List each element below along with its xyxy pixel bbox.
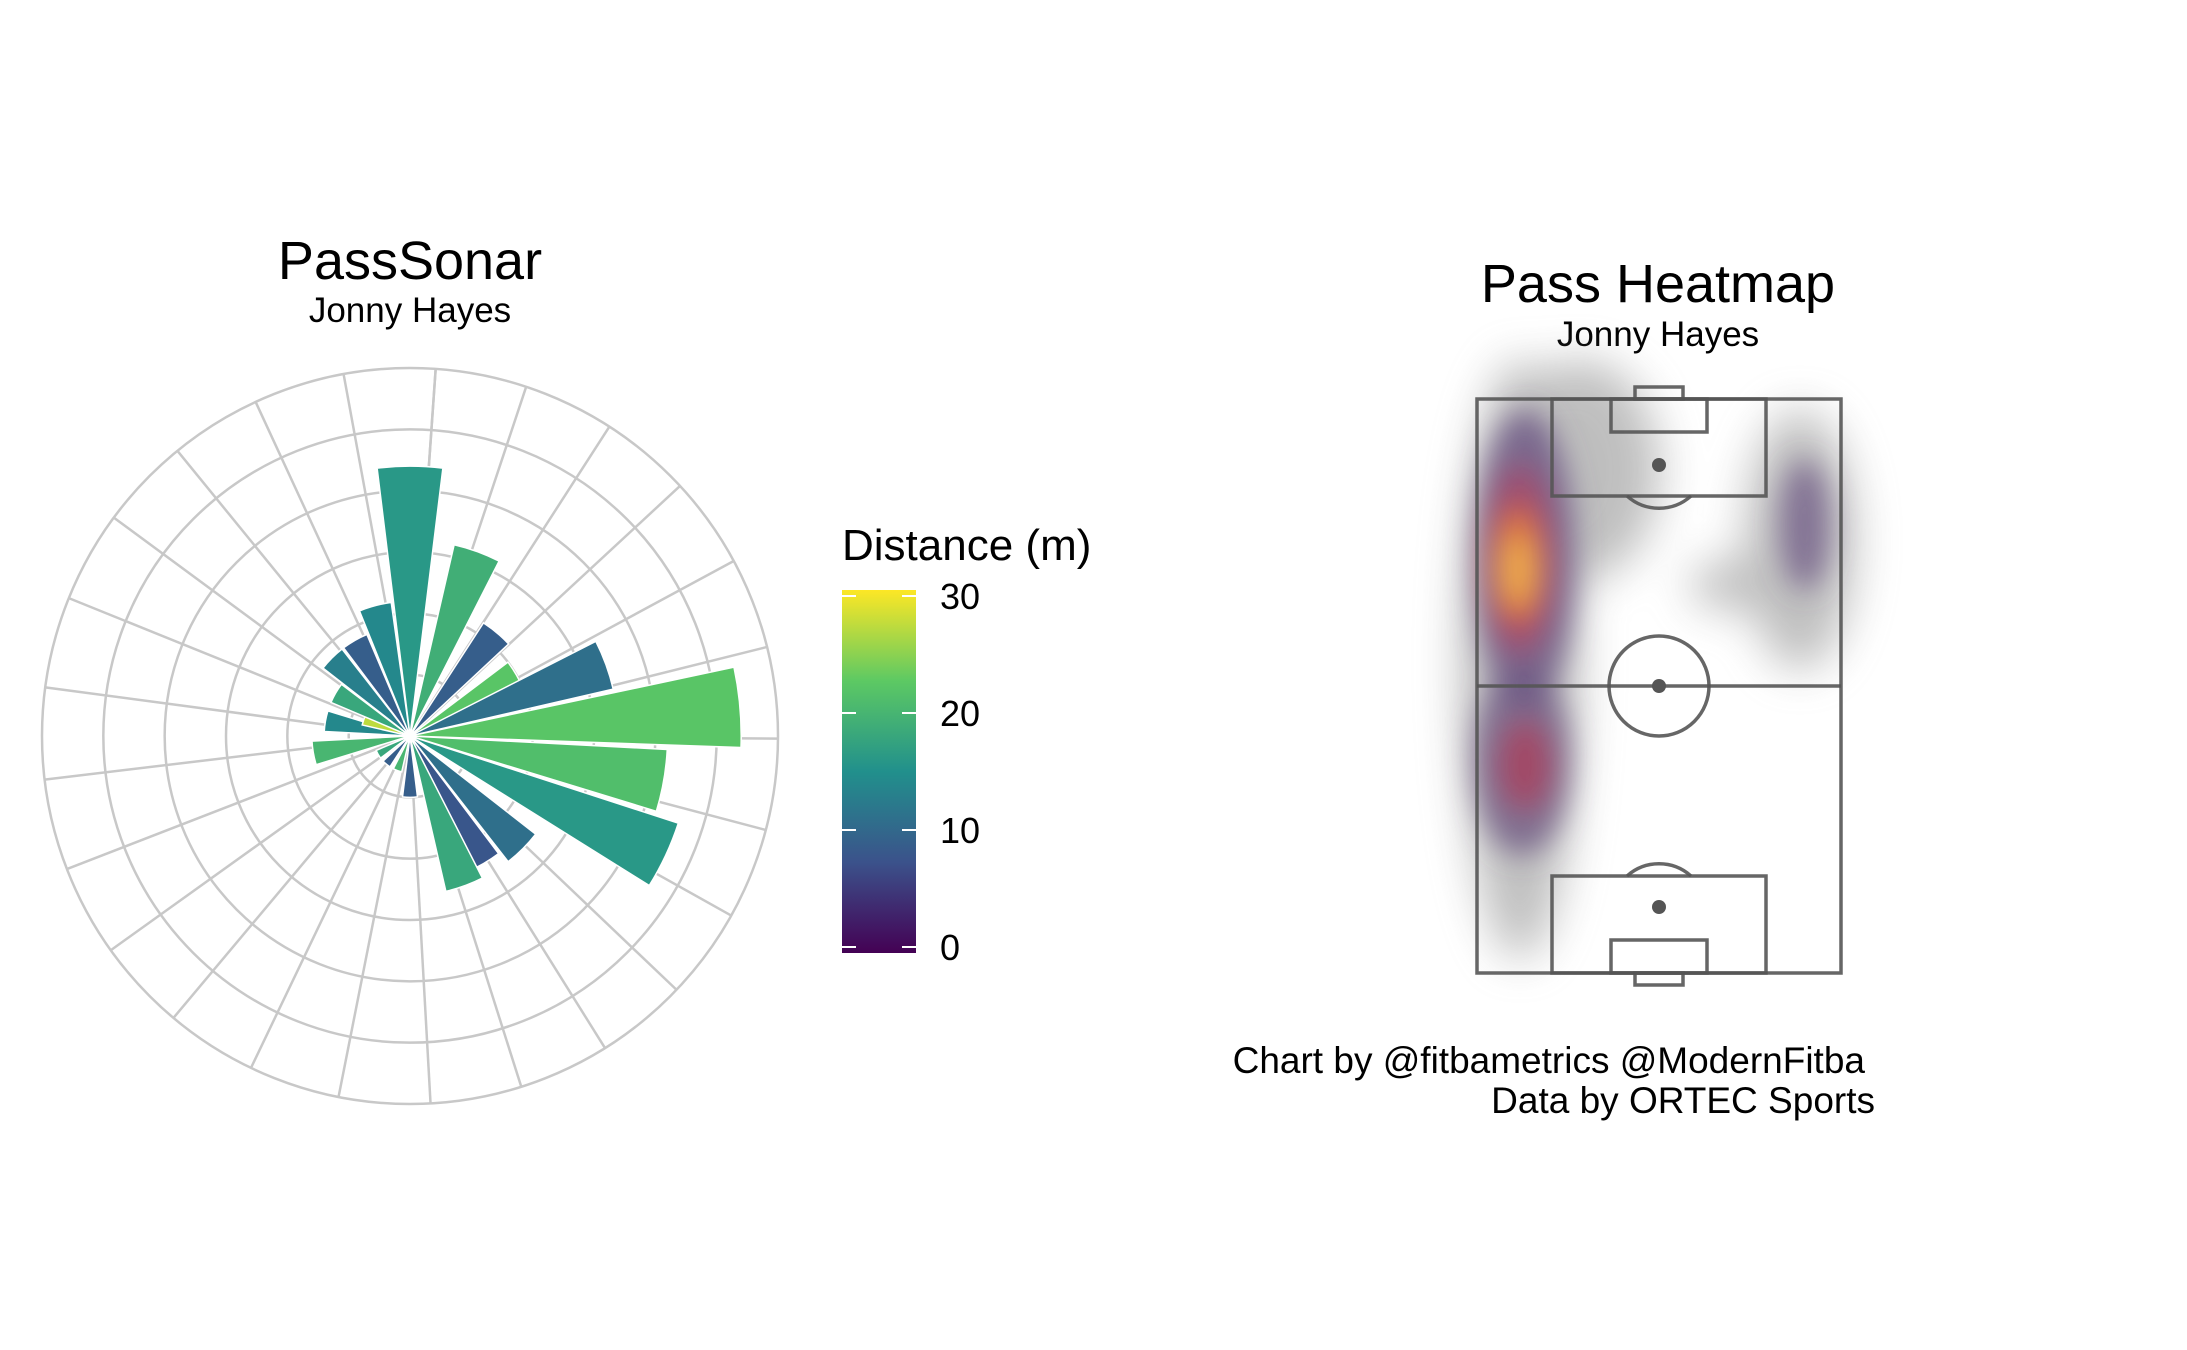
sonar-bar xyxy=(409,666,742,749)
pitch-lines xyxy=(1475,385,1843,987)
sonar-bar xyxy=(409,735,537,863)
grid-spoke xyxy=(110,734,411,952)
caption: Chart by @fitbametrics @ModernFitba Data… xyxy=(1233,1040,1875,1121)
density-left-low-core xyxy=(1499,720,1551,810)
density-left-peak xyxy=(1504,535,1532,605)
sonar-bar xyxy=(409,735,680,887)
sonar-bar xyxy=(329,683,411,737)
sonar-bar xyxy=(382,735,411,768)
passsonar-title: PassSonar xyxy=(278,231,542,291)
sonar-bar xyxy=(392,735,411,773)
sonar-bar xyxy=(342,633,411,737)
sonar-bar xyxy=(401,735,419,799)
legend-tick-label: 20 xyxy=(940,693,980,734)
bottom-six-yard-box xyxy=(1609,938,1709,975)
sonar-bars xyxy=(311,465,742,893)
grid-spoke xyxy=(249,735,412,1069)
centre-circle xyxy=(1607,634,1711,738)
legend-title: Distance (m) xyxy=(842,521,1091,570)
bottom-goal xyxy=(1633,971,1685,987)
bottom-penalty-arc xyxy=(1625,862,1693,878)
legend-tick-label: 30 xyxy=(940,576,980,617)
sonar-bar xyxy=(409,640,615,737)
sonar-bar xyxy=(358,601,411,737)
top-goal xyxy=(1633,385,1685,401)
sonar-bar xyxy=(409,735,484,893)
bottom-penalty-area xyxy=(1550,874,1768,975)
caption-line2: Data by ORTEC Sports xyxy=(1491,1080,1875,1121)
top-penalty-spot xyxy=(1652,458,1666,472)
sonar-bar xyxy=(321,647,411,737)
passsonar-panel: PassSonar Jonny Hayes xyxy=(40,231,780,1106)
sonar-bar xyxy=(409,621,510,737)
centre-spot xyxy=(1652,679,1666,693)
legend-tick-label: 10 xyxy=(940,810,980,851)
passsonar-subtitle: Jonny Hayes xyxy=(309,291,511,330)
grid-spoke xyxy=(66,734,411,871)
grid-spoke xyxy=(68,596,411,738)
sonar-bar xyxy=(375,735,411,760)
sonar-bar xyxy=(376,465,444,737)
caption-line1: Chart by @fitbametrics @ModernFitba xyxy=(1233,1040,1866,1081)
sonar-bar xyxy=(409,735,669,813)
pitch-spots xyxy=(1652,458,1666,914)
sonar-bar xyxy=(311,735,411,766)
legend-colorbar xyxy=(842,590,916,953)
heatmap-subtitle: Jonny Hayes xyxy=(1557,315,1759,354)
grid-spoke xyxy=(337,735,412,1098)
top-penalty-arc xyxy=(1625,494,1693,510)
heatmap-panel: Pass Heatmap Jonny Hayes xyxy=(1460,254,1855,987)
color-legend: Distance (m) 0 10 20 30 xyxy=(842,521,1091,968)
grid-spoke xyxy=(172,735,411,1019)
grid-ring xyxy=(40,366,780,1106)
bottom-penalty-spot xyxy=(1652,900,1666,914)
legend-ticks: 0 10 20 30 xyxy=(842,576,980,968)
density-right-core xyxy=(1780,460,1830,590)
heatmap-title: Pass Heatmap xyxy=(1481,254,1835,314)
density-right-bridge xyxy=(1690,560,1780,610)
legend-tick-label: 0 xyxy=(940,927,960,968)
density-layer xyxy=(1460,360,1855,960)
sonar-bar xyxy=(409,543,501,737)
